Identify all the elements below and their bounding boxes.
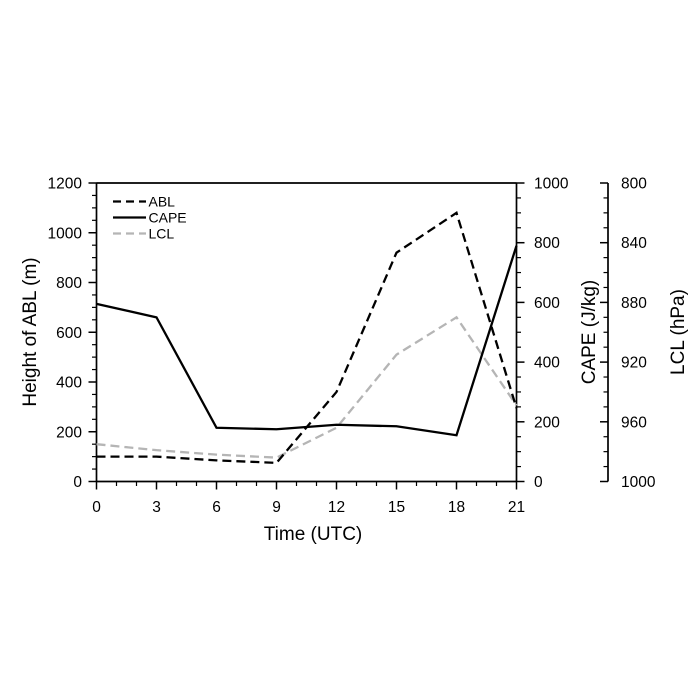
cape-tick-label: 1000 — [534, 176, 569, 193]
lcl-tick-label: 920 — [621, 355, 647, 372]
cape-tick-label: 800 — [534, 235, 560, 252]
legend-label-cape: CAPE — [149, 209, 187, 225]
cape-line — [96, 245, 518, 437]
legend-item-cape: CAPE — [113, 209, 187, 225]
legend-label-abl: ABL — [149, 193, 176, 209]
x-tick-label: 15 — [388, 499, 405, 516]
x-tick-label: 3 — [152, 499, 161, 516]
legend-label-lcl: LCL — [149, 225, 175, 241]
lcl-tick-label: 800 — [621, 176, 647, 193]
y-tick-label: 400 — [56, 375, 82, 392]
x-axis-title: Time (UTC) — [264, 524, 363, 545]
abl-line — [96, 211, 518, 465]
cape-tick-label: 0 — [534, 474, 543, 491]
cape-tick-label: 200 — [534, 414, 560, 431]
cape-axis-title: CAPE (J/kg) — [579, 280, 600, 385]
series-layer — [96, 211, 518, 465]
lcl-tick-label: 960 — [621, 414, 647, 431]
y-tick-label: 1200 — [48, 176, 83, 193]
y-tick-label: 200 — [56, 424, 82, 441]
lcl-tick-label: 1000 — [621, 474, 656, 491]
lcl-axis-title: LCL (hPa) — [668, 289, 689, 375]
legend-item-abl: ABL — [113, 193, 175, 209]
x-tick-label: 21 — [508, 499, 525, 516]
cape-tick-label: 400 — [534, 355, 560, 372]
lcl-tick-label: 840 — [621, 235, 647, 252]
x-tick-label: 0 — [92, 499, 101, 516]
x-tick-label: 18 — [448, 499, 465, 516]
x-tick-label: 6 — [212, 499, 221, 516]
x-tick-label: 12 — [328, 499, 345, 516]
lcl-line — [96, 315, 518, 459]
lcl-tick-label: 880 — [621, 295, 647, 312]
legend-item-lcl: LCL — [113, 225, 174, 241]
y-tick-label: 1000 — [48, 225, 83, 242]
cape-tick-label: 600 — [534, 295, 560, 312]
left-axis-title: Height of ABL (m) — [20, 257, 41, 406]
y-tick-label: 0 — [73, 474, 82, 491]
y-tick-label: 600 — [56, 325, 82, 342]
y-tick-label: 800 — [56, 275, 82, 292]
x-tick-label: 9 — [272, 499, 281, 516]
axes-layer: 0 200 400 600 800 1000 1200 0 3 6 9 12 15 18 21 0 200 400… — [48, 176, 656, 517]
